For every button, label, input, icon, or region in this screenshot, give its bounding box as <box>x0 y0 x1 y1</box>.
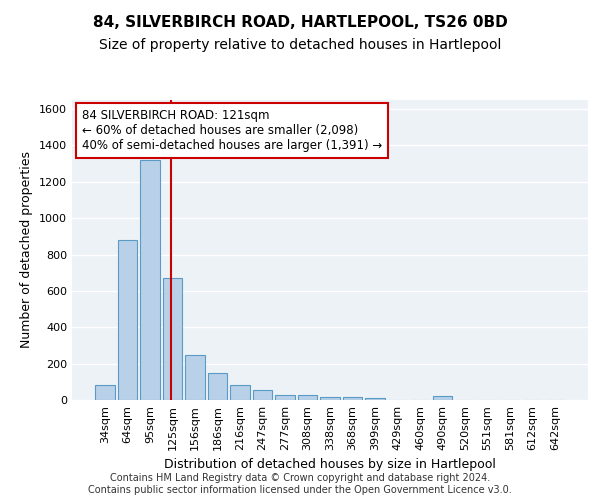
Bar <box>140 160 160 400</box>
Text: Contains HM Land Registry data © Crown copyright and database right 2024.
Contai: Contains HM Land Registry data © Crown c… <box>88 474 512 495</box>
Bar <box>433 396 452 400</box>
Bar <box>185 356 205 400</box>
Bar <box>298 395 317 400</box>
Y-axis label: Number of detached properties: Number of detached properties <box>20 152 34 348</box>
Text: 84, SILVERBIRCH ROAD, HARTLEPOOL, TS26 0BD: 84, SILVERBIRCH ROAD, HARTLEPOOL, TS26 0… <box>92 15 508 30</box>
Bar <box>163 278 182 400</box>
Bar <box>95 386 115 400</box>
Bar <box>118 240 137 400</box>
Bar <box>275 396 295 400</box>
Bar <box>320 396 340 400</box>
Bar <box>253 390 272 400</box>
Bar <box>208 373 227 400</box>
Text: 84 SILVERBIRCH ROAD: 121sqm
← 60% of detached houses are smaller (2,098)
40% of : 84 SILVERBIRCH ROAD: 121sqm ← 60% of det… <box>82 109 383 152</box>
Bar <box>343 398 362 400</box>
Text: Size of property relative to detached houses in Hartlepool: Size of property relative to detached ho… <box>99 38 501 52</box>
Bar <box>365 398 385 400</box>
X-axis label: Distribution of detached houses by size in Hartlepool: Distribution of detached houses by size … <box>164 458 496 471</box>
Bar <box>230 384 250 400</box>
